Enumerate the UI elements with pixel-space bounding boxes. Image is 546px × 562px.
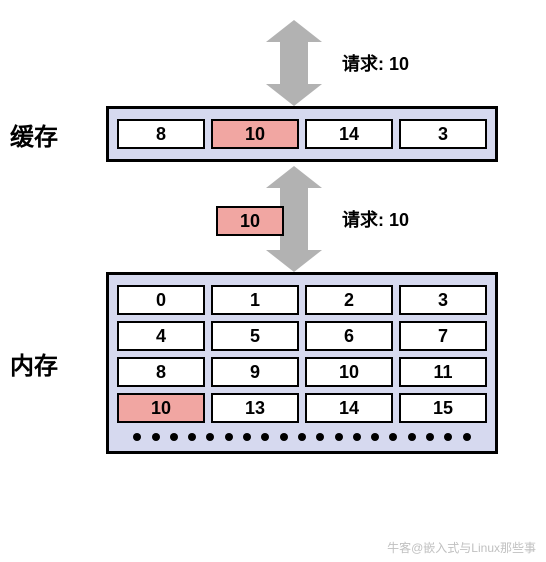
cache-cell: 14 (305, 119, 393, 149)
memory-cell: 14 (305, 393, 393, 423)
top-arrow-area: 请求: 10 (106, 20, 498, 106)
top-request-label: 请求: 10 (342, 50, 409, 76)
memory-cell: 7 (399, 321, 487, 351)
cache-row: 缓存 810143 (10, 106, 536, 162)
dot (280, 433, 288, 441)
dot (133, 433, 141, 441)
request-value: 10 (389, 210, 409, 230)
memory-cell: 3 (399, 285, 487, 315)
request-prefix: 请求: (342, 210, 389, 230)
dot (426, 433, 434, 441)
floating-cell: 10 (216, 206, 284, 236)
memory-cell: 1 (211, 285, 299, 315)
dot (206, 433, 214, 441)
dot (408, 433, 416, 441)
request-prefix: 请求: (342, 54, 389, 74)
cache-cell: 8 (117, 119, 205, 149)
dot (353, 433, 361, 441)
watermark: 牛客@嵌入式与Linux那些事 (387, 539, 536, 556)
dot (463, 433, 471, 441)
dot (298, 433, 306, 441)
dot (316, 433, 324, 441)
memory-row: 内存 0123456789101110131415 (10, 272, 536, 454)
memory-cell: 5 (211, 321, 299, 351)
memory-cell: 4 (117, 321, 205, 351)
memory-cell: 8 (117, 357, 205, 387)
ellipsis-dots (117, 433, 487, 441)
dot (335, 433, 343, 441)
memory-grid: 0123456789101110131415 (117, 285, 487, 423)
memory-box: 0123456789101110131415 (106, 272, 498, 454)
memory-cell: 11 (399, 357, 487, 387)
memory-cell: 6 (305, 321, 393, 351)
memory-cell: 0 (117, 285, 205, 315)
memory-cell: 2 (305, 285, 393, 315)
memory-cell: 10 (117, 393, 205, 423)
dot (225, 433, 233, 441)
dot (261, 433, 269, 441)
memory-cell: 15 (399, 393, 487, 423)
cache-cell: 3 (399, 119, 487, 149)
memory-cell: 13 (211, 393, 299, 423)
mid-arrow-area: 10 请求: 10 (106, 166, 498, 272)
dot (444, 433, 452, 441)
mid-request-label: 请求: 10 (342, 206, 409, 232)
dot (188, 433, 196, 441)
cache-label: 缓存 (10, 117, 106, 152)
memory-label: 内存 (10, 346, 106, 381)
cache-cell: 10 (211, 119, 299, 149)
dot (170, 433, 178, 441)
double-arrow-icon (266, 20, 322, 106)
dot (371, 433, 379, 441)
cache-grid: 810143 (117, 119, 487, 149)
dot (152, 433, 160, 441)
floating-value: 10 (240, 211, 260, 231)
request-value: 10 (389, 54, 409, 74)
memory-cell: 10 (305, 357, 393, 387)
cache-box: 810143 (106, 106, 498, 162)
dot (389, 433, 397, 441)
dot (243, 433, 251, 441)
memory-cell: 9 (211, 357, 299, 387)
